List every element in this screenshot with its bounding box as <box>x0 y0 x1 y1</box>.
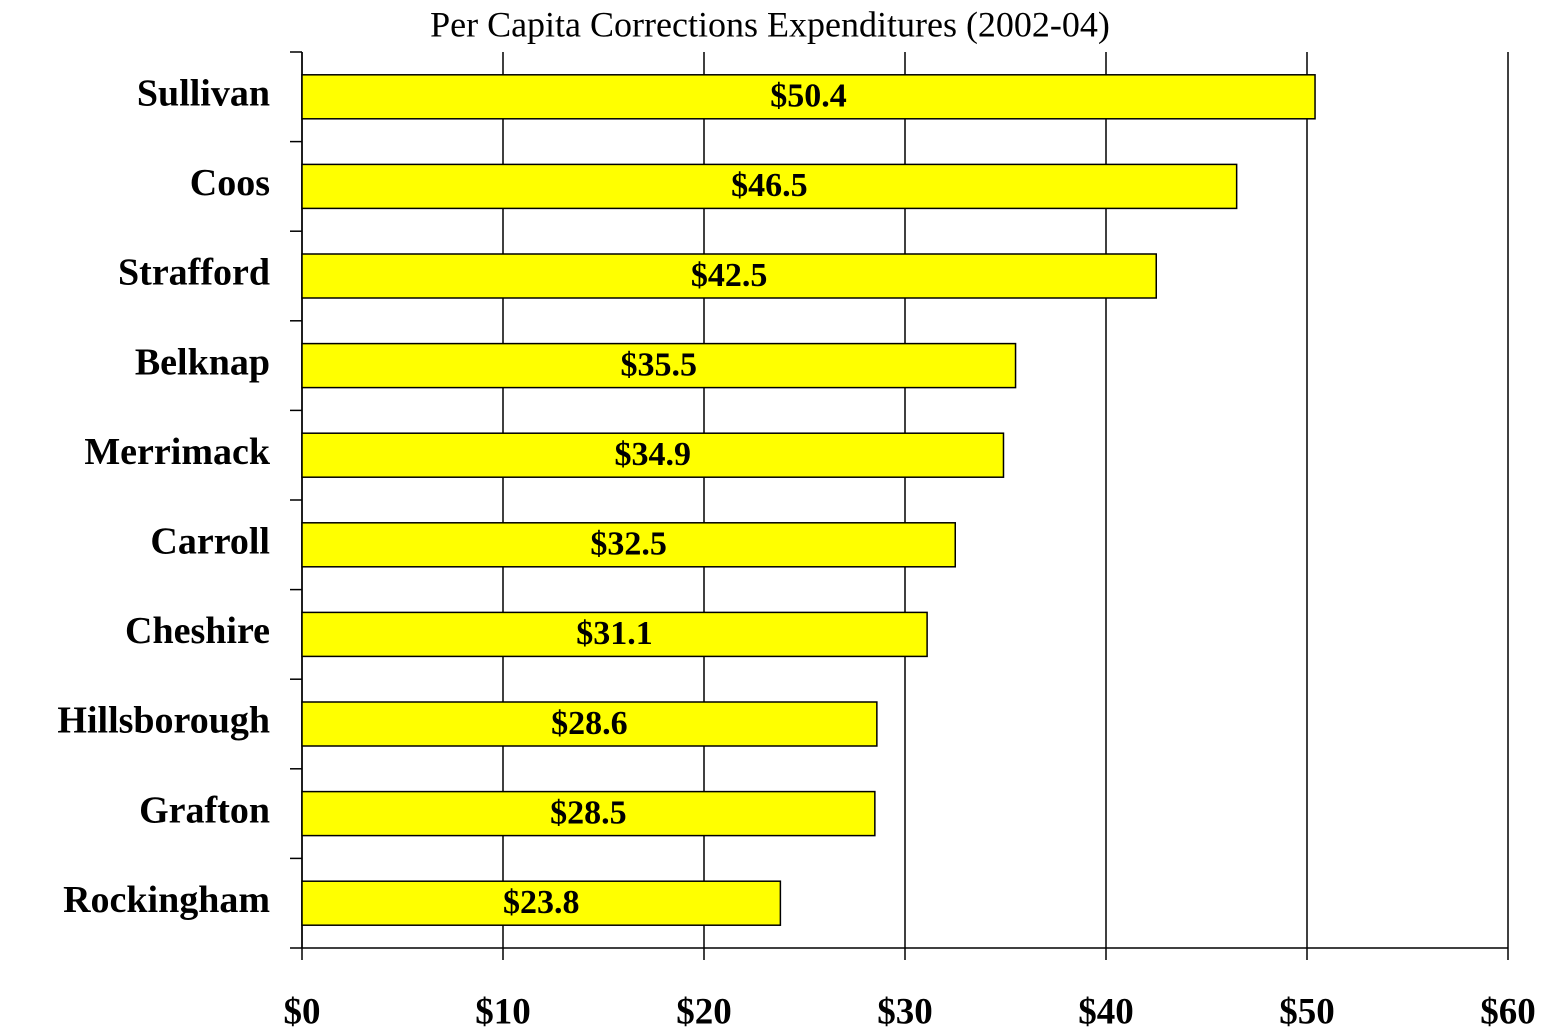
y-tick-label: Rockingham <box>63 879 270 921</box>
value-label: $35.5 <box>621 346 698 383</box>
value-label: $28.5 <box>550 794 627 831</box>
y-tick-label: Coos <box>190 162 270 204</box>
bar <box>301 342 1017 389</box>
y-tick-label: Hillsborough <box>57 700 270 742</box>
bar <box>301 790 876 837</box>
y-tick-label: Carroll <box>150 521 270 563</box>
y-tick-label: Strafford <box>118 252 270 294</box>
value-label: $23.8 <box>503 884 580 921</box>
value-label: $32.5 <box>590 526 667 563</box>
bar <box>301 522 956 568</box>
x-tick-label: $10 <box>475 991 531 1032</box>
y-tick-label: Belknap <box>135 341 270 383</box>
x-tick-label: $30 <box>877 991 933 1032</box>
bar <box>301 880 782 926</box>
bar <box>301 253 1157 299</box>
x-tick-label: $0 <box>284 991 321 1032</box>
y-tick-label: Sullivan <box>137 73 270 115</box>
y-tick-label: Grafton <box>139 789 270 831</box>
chart-title: Per Capita Corrections Expenditures (200… <box>430 4 1110 44</box>
bar <box>301 74 1316 120</box>
value-label: $31.1 <box>576 615 653 652</box>
value-label: $50.4 <box>770 78 847 115</box>
value-label: $28.6 <box>551 705 628 742</box>
x-tick-label: $60 <box>1480 991 1536 1032</box>
x-tick-label: $50 <box>1279 991 1335 1032</box>
bar <box>301 701 878 747</box>
bar <box>301 611 928 658</box>
x-tick-label: $40 <box>1078 991 1134 1032</box>
y-tick-label: Cheshire <box>125 610 270 652</box>
bar <box>301 163 1238 210</box>
value-label: $46.5 <box>731 167 808 204</box>
x-tick-label: $20 <box>676 991 732 1032</box>
bar <box>301 432 1005 478</box>
value-label: $42.5 <box>691 257 768 294</box>
value-label: $34.9 <box>614 436 691 473</box>
y-tick-label: Merrimack <box>84 431 271 473</box>
